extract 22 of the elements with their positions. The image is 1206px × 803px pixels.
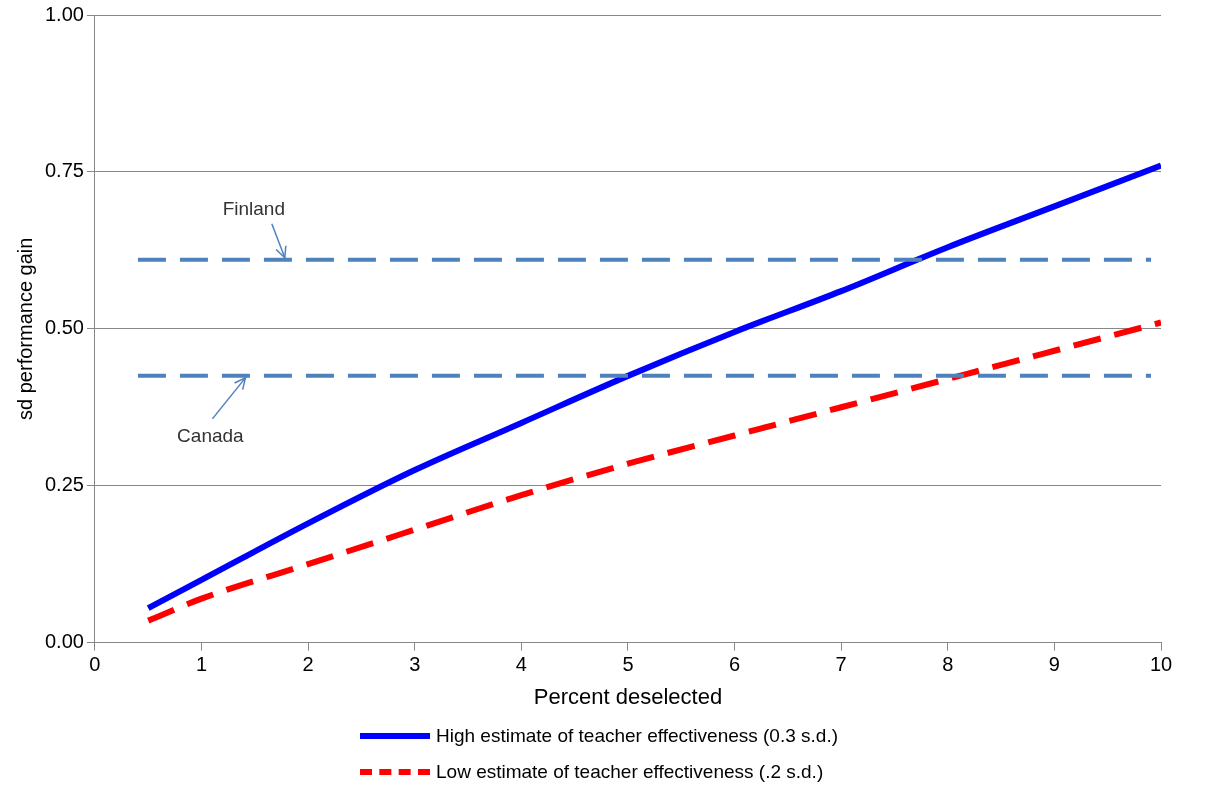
- y-tick-label: 1.00: [44, 2, 84, 25]
- x-axis-title: Percent deselected: [533, 683, 723, 709]
- y-tick-label: 0.00: [44, 630, 84, 653]
- x-tick-label: 9: [1048, 653, 1060, 676]
- x-tick-label: 1: [195, 653, 208, 676]
- y-tick-label: 0.75: [44, 159, 84, 182]
- annotation: Finland: [222, 198, 285, 219]
- x-tick-label: 8: [942, 653, 954, 676]
- legend-label: Low estimate of teacher effectiveness (.2 s.d.): [436, 761, 824, 783]
- x-tick-label: 2: [302, 653, 314, 676]
- annotation: Canada: [177, 425, 245, 447]
- x-tick-label: 4: [515, 653, 527, 676]
- x-tick-label: 0: [89, 653, 101, 676]
- y-tick-label: 0.25: [44, 473, 84, 496]
- x-tick-label: 3: [409, 653, 421, 676]
- x-tick-label: 5: [622, 653, 634, 676]
- legend-label: High estimate of teacher effectiveness (0.3 s.d.): [436, 725, 839, 747]
- x-tick-label: 6: [729, 653, 741, 676]
- y-axis-title: sd performance gain: [13, 237, 36, 420]
- x-tick-label: 7: [835, 653, 847, 676]
- x-tick-label: 10: [1149, 653, 1173, 676]
- y-tick-label: 0.50: [44, 316, 84, 339]
